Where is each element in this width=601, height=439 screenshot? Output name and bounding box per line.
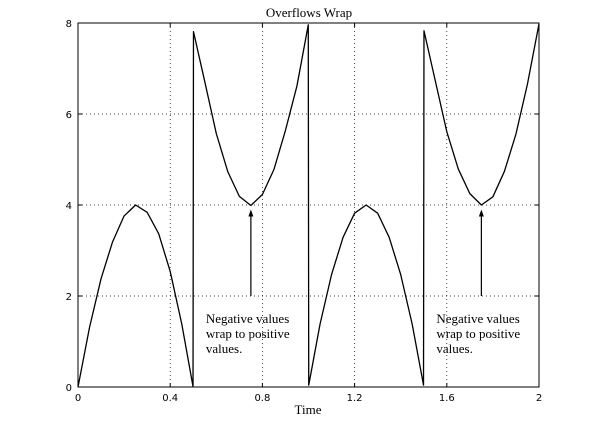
x-tick-label: 0.8 <box>254 393 270 404</box>
annotation-arrow-head <box>248 209 254 217</box>
x-axis-label: Time <box>295 402 322 417</box>
axis-ticks: 0 0.4 0.8 1.2 1.6 2 0 2 4 6 8 <box>66 19 543 404</box>
series-line <box>77 23 540 388</box>
y-tick-label: 8 <box>66 19 72 30</box>
y-tick-label: 0 <box>66 383 72 394</box>
annotations-group: Negative values wrap to positive values.Ne… <box>206 209 520 356</box>
annotation-text-line: Negative values <box>206 311 289 326</box>
y-tick-label: 4 <box>66 201 72 212</box>
annotation-text-line: values. <box>206 341 242 356</box>
annotation-text-line: wrap to positive <box>436 326 520 341</box>
x-tick-label: 0.4 <box>162 393 178 404</box>
y-tick-label: 2 <box>66 292 72 303</box>
x-tick-label: 2 <box>536 393 542 404</box>
annotation-text-line: Negative values <box>436 311 519 326</box>
x-tick-label: 1.2 <box>347 393 363 404</box>
annotation-arrow-head <box>478 209 484 217</box>
series-group <box>77 23 540 388</box>
annotation-text-line: wrap to positive <box>206 326 290 341</box>
annotation-text: Negative values wrap to positive values. <box>436 311 520 356</box>
annotation-text-line: values. <box>436 341 472 356</box>
grid-lines <box>78 23 539 387</box>
annotation-text: Negative values wrap to positive values. <box>206 311 290 356</box>
y-tick-label: 6 <box>66 110 72 121</box>
chart-title: Overflows Wrap <box>266 5 352 20</box>
x-tick-label: 1.6 <box>439 393 455 404</box>
x-tick-label: 0 <box>75 393 81 404</box>
